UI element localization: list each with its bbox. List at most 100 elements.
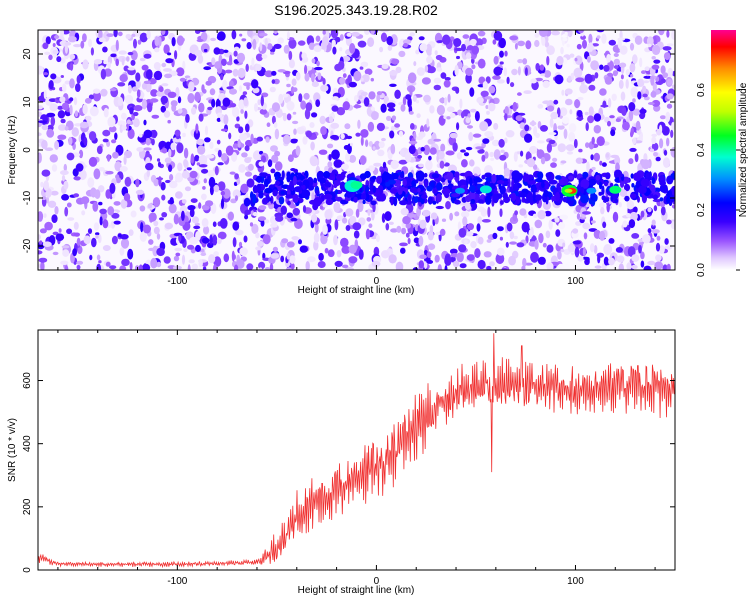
spectrogram-speckle (135, 72, 141, 82)
spectrogram-speckle (364, 30, 370, 35)
spectrogram-speckle (582, 211, 591, 215)
spectrogram-speckle (622, 121, 630, 131)
spectrogram-speckle (415, 49, 420, 55)
spectrogram-speckle (188, 259, 195, 264)
spectrogram-speckle (438, 151, 445, 160)
x-tick-label: -100 (167, 276, 187, 287)
spectrogram-speckle (201, 168, 209, 174)
spectrogram-speckle (651, 219, 656, 226)
spectrogram-speckle (558, 222, 566, 230)
spectrogram-speckle (216, 139, 221, 145)
spectrogram-speckle (344, 123, 351, 130)
spectrogram-speckle (295, 71, 301, 81)
spectrogram-speckle (458, 228, 467, 238)
spectrogram-speckle (455, 87, 460, 94)
spectrogram-speckle (465, 52, 472, 59)
spectrogram-speckle (529, 121, 537, 126)
spectrogram-speckle (663, 52, 671, 61)
spectrogram-speckle (210, 37, 217, 42)
spectrogram-speckle (409, 86, 413, 97)
spectrogram-speckle (556, 55, 564, 66)
spectrogram-speckle (154, 36, 159, 47)
spectrogram-speckle (102, 245, 111, 251)
spectrogram-speckle (314, 222, 319, 233)
spectrogram-speckle (252, 211, 258, 217)
spectrogram-speckle (517, 40, 525, 47)
spectrogram-speckle (387, 107, 396, 112)
spectrogram-speckle (390, 159, 400, 170)
spectrogram-speckle (334, 36, 341, 43)
signal-band-blob (537, 171, 544, 180)
spectrogram-speckle (534, 239, 539, 250)
spectrogram-speckle (256, 136, 263, 142)
spectrogram-speckle (283, 44, 290, 54)
spectrogram-speckle (251, 57, 255, 67)
spectrogram-speckle (647, 228, 652, 234)
spectrogram-speckle (133, 118, 140, 128)
spectrogram-speckle (150, 89, 159, 97)
spectrogram-speckle (41, 169, 51, 177)
spectrogram-speckle (126, 119, 131, 125)
spectrogram-speckle (652, 82, 657, 91)
spectrogram-speckle (64, 265, 69, 270)
spectrogram-speckle (73, 97, 78, 106)
signal-band-blob (259, 172, 269, 177)
spectrogram-speckle (368, 91, 376, 100)
spectrogram-speckle (176, 35, 184, 46)
spectrogram-speckle (667, 67, 673, 78)
spectrogram-speckle (318, 149, 328, 155)
spectrogram-speckle (216, 112, 223, 118)
spectrogram-speckle (213, 47, 221, 55)
signal-band-blob (409, 187, 418, 193)
spectrogram-speckle (163, 110, 171, 118)
spectrogram-speckle (88, 39, 92, 47)
signal-band-blob (568, 175, 574, 180)
snr-ylabel: SNR (10 * v/v) (7, 418, 18, 482)
spectrogram-speckle (52, 49, 59, 55)
spectrogram-speckle (388, 221, 394, 225)
spectrogram-speckle (88, 94, 94, 100)
spectrogram-speckle (341, 245, 351, 254)
spectrogram-speckle (658, 30, 665, 36)
spectrogram-speckle (43, 180, 49, 191)
signal-band-blob (511, 170, 521, 179)
spectrogram-speckle (653, 59, 661, 64)
spectrogram-speckle (345, 135, 353, 140)
signal-band-blob (339, 181, 346, 191)
signal-band-blob (381, 171, 391, 181)
signal-band-blob (635, 187, 640, 194)
spectrogram-speckle (44, 147, 54, 151)
x-tick-label: 100 (567, 276, 584, 287)
spectrogram-speckle (258, 261, 266, 270)
spectrogram-speckle (136, 89, 141, 98)
signal-band-blob (619, 173, 623, 178)
spectrogram-speckle (467, 223, 474, 231)
spectrogram-speckle (514, 43, 518, 50)
spectrogram-speckle (549, 117, 554, 128)
spectrogram-speckle (372, 146, 376, 150)
spectrogram-speckle (241, 152, 248, 158)
spectrogram-speckle (400, 247, 406, 254)
spectrogram-speckle (148, 212, 157, 222)
spectrogram-speckle (564, 263, 570, 270)
spectrogram-speckle (130, 50, 138, 61)
spectrogram-speckle (365, 139, 369, 147)
spectrogram-speckle (64, 206, 69, 217)
spectrogram-speckle (127, 248, 134, 260)
spectrogram-speckle (666, 30, 670, 38)
spectrogram-speckle (469, 38, 477, 45)
spectrogram-speckle (69, 97, 74, 102)
spectrogram-speckle (512, 101, 518, 112)
spectrogram-speckle (666, 263, 671, 270)
spectrogram-speckle (216, 117, 221, 122)
spectrogram-speckle (214, 165, 219, 176)
spectrogram-speckle (517, 66, 521, 76)
spectrogram-speckle (398, 50, 406, 58)
spectrogram-speckle (181, 254, 186, 265)
spectrogram-speckle (416, 67, 425, 76)
spectrogram-speckle (286, 252, 291, 260)
spectrogram-speckle (426, 118, 430, 128)
spectrogram-speckle (161, 194, 166, 201)
spectrogram-speckle (653, 152, 658, 157)
